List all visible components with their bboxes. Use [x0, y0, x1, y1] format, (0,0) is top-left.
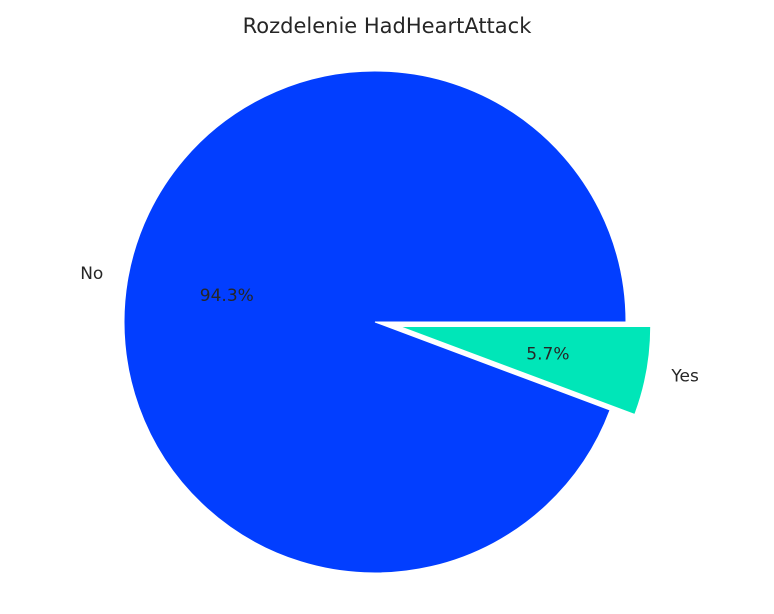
slice-percent-yes: 5.7% — [526, 344, 569, 364]
slice-percent-no: 94.3% — [200, 286, 254, 306]
pie-labels: No 94.3% Yes 5.7% — [80, 264, 699, 387]
chart-title: Rozdelenie HadHeartAttack — [243, 14, 533, 38]
slice-label-no: No — [80, 264, 103, 284]
pie-slices — [123, 70, 652, 574]
slice-label-yes: Yes — [670, 367, 699, 387]
pie-slice-no — [123, 70, 627, 574]
pie-slice-yes — [399, 325, 652, 416]
